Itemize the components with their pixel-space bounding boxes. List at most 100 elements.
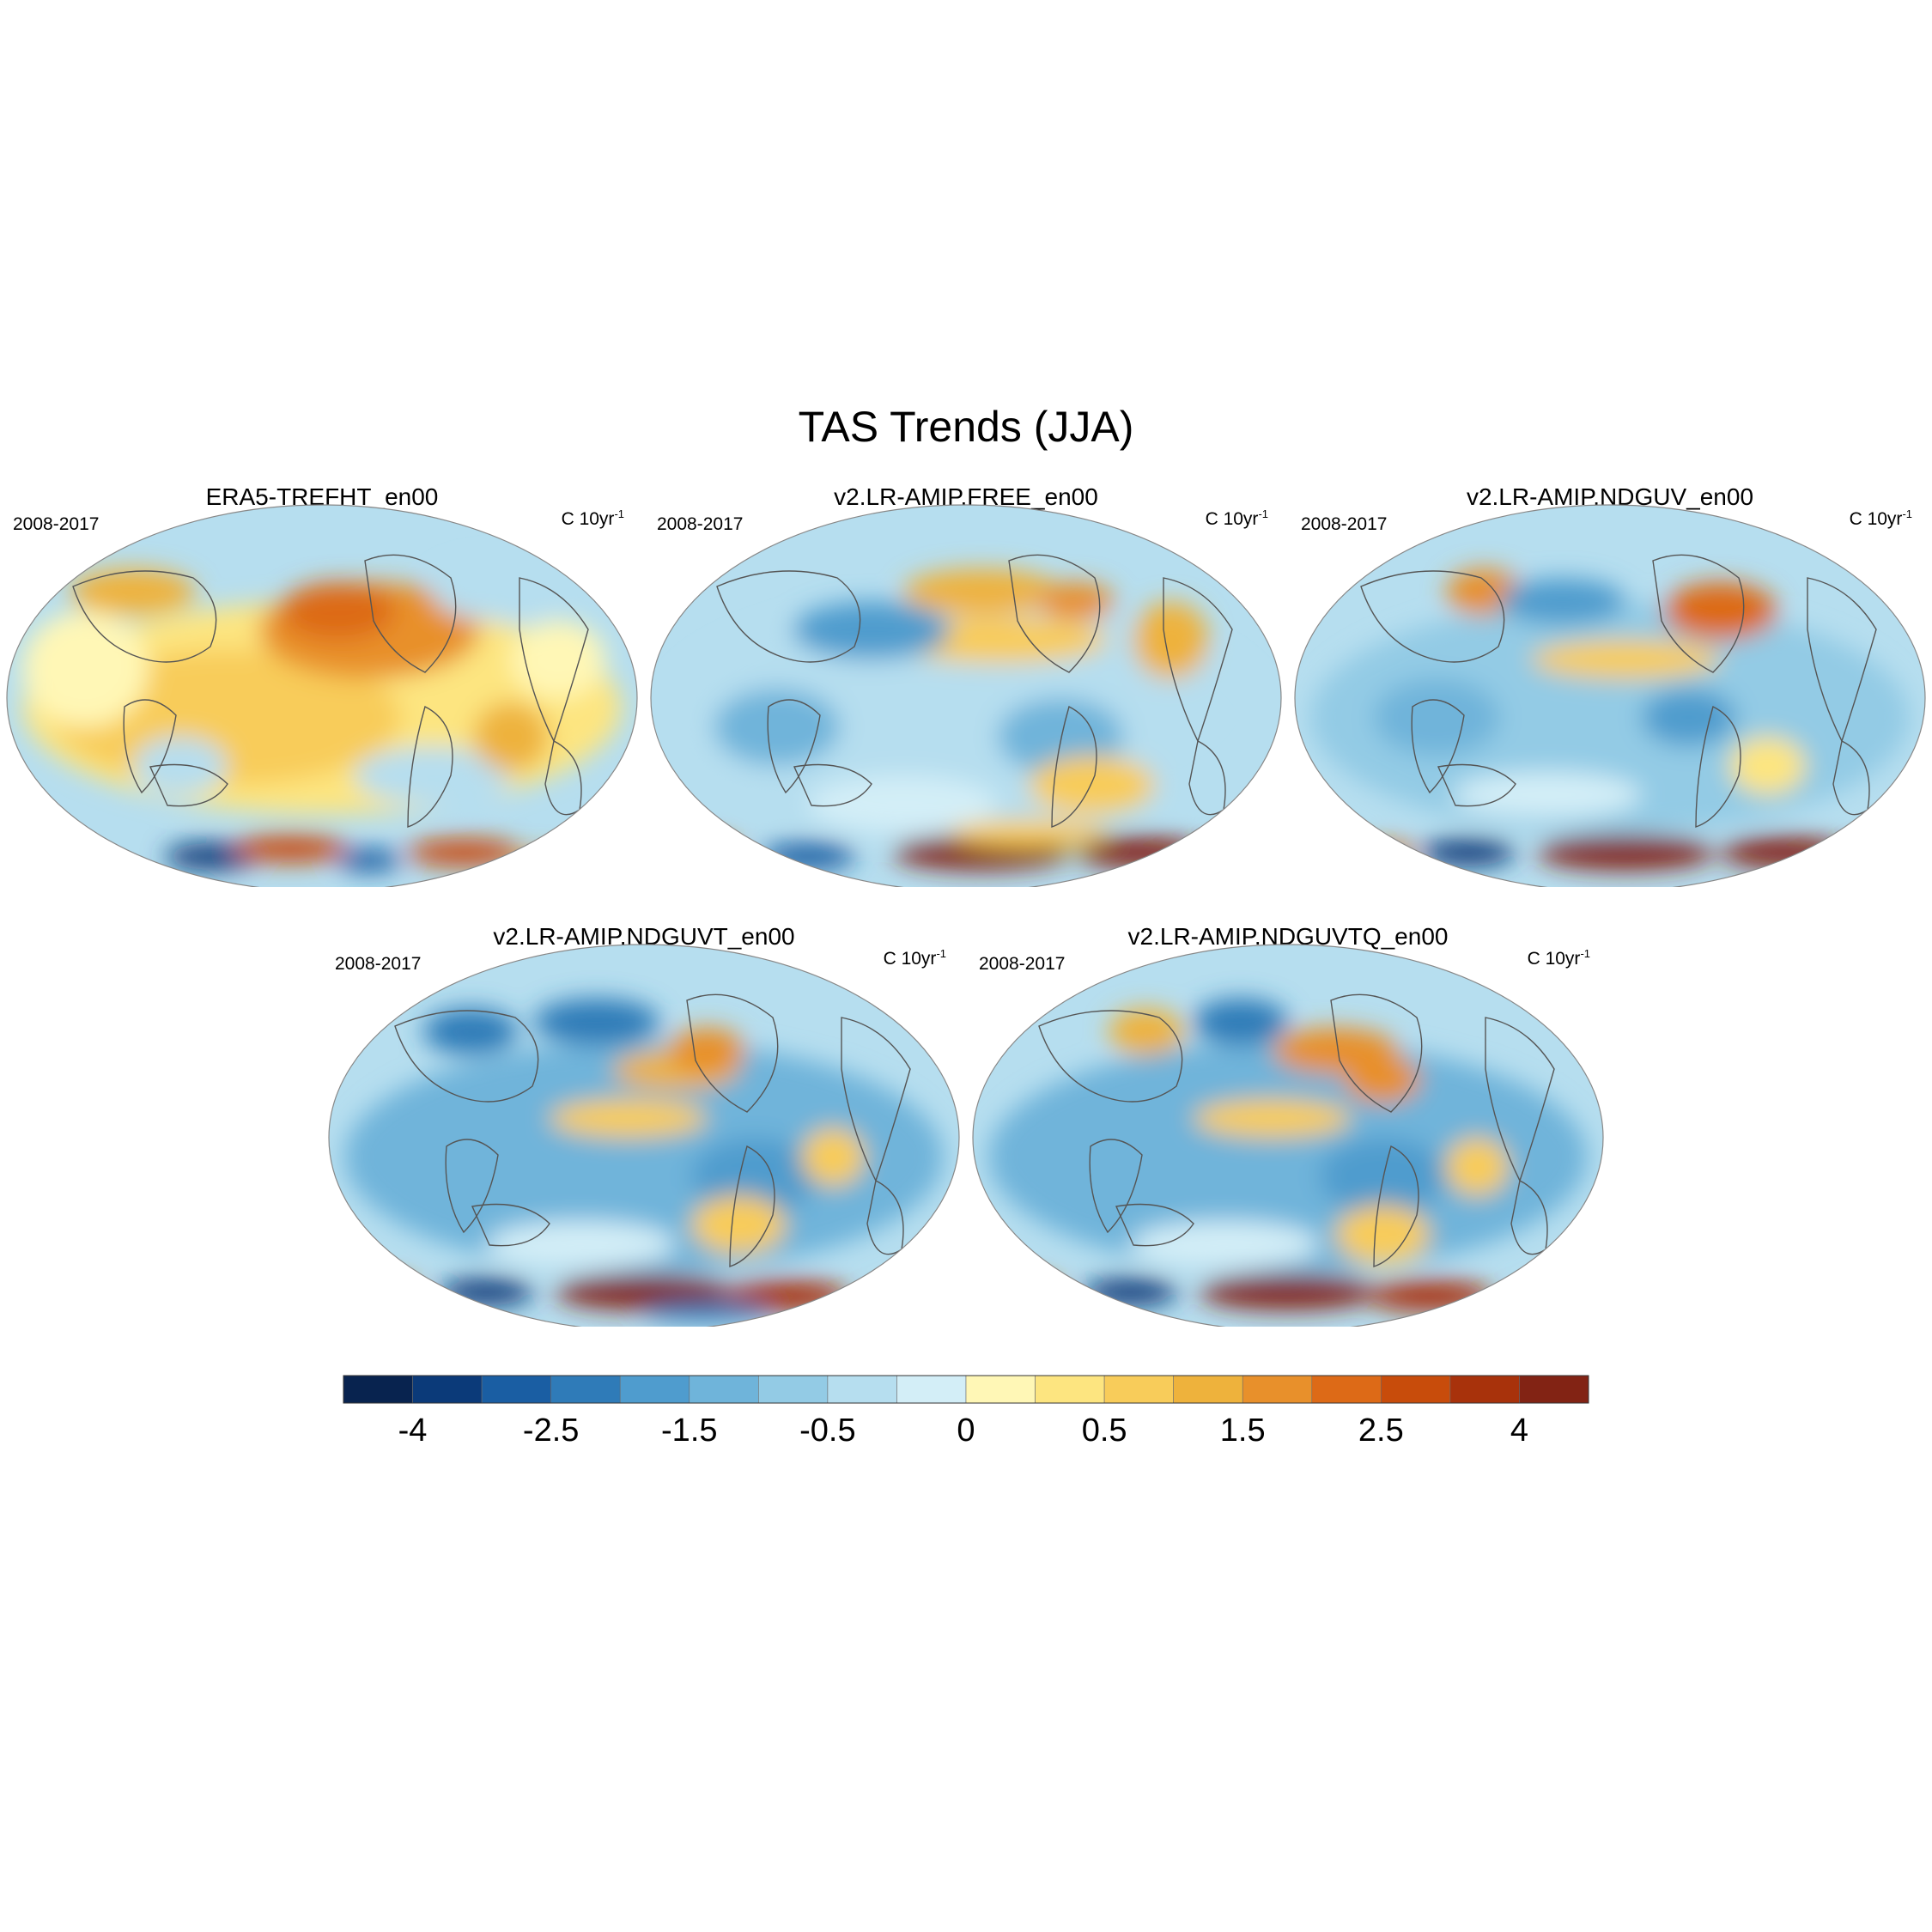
map-panel-era5: ERA5-TREFHT_en00 2008-2017 C 10yr-1: [4, 483, 640, 887]
colorbar-swatch: [827, 1375, 897, 1404]
coastline: [1330, 993, 1423, 1113]
coastline: [1008, 554, 1101, 673]
panel-units-label: C 10yr-1: [1205, 507, 1268, 529]
map-field: [651, 505, 1281, 887]
trend-region: [1133, 601, 1209, 679]
trend-region: [1641, 688, 1736, 747]
panel-period-label: 2008-2017: [979, 954, 1066, 974]
trend-region: [1537, 835, 1715, 871]
trend-region: [1499, 578, 1626, 625]
coastlines: [1038, 993, 1555, 1267]
trend-region: [950, 819, 1109, 848]
trend-map: [650, 504, 1282, 887]
coastline: [123, 699, 177, 794]
trend-region: [1452, 771, 1642, 818]
trend-region: [1130, 1220, 1320, 1267]
coastline: [686, 993, 779, 1113]
colorbar-swatch: [1449, 1375, 1520, 1404]
trend-region: [423, 1008, 519, 1055]
trend-region: [353, 746, 512, 805]
colorbar-swatch: [343, 1375, 413, 1404]
colorbar-tick-label: 2.5: [1358, 1413, 1404, 1449]
coastline: [1485, 1017, 1555, 1182]
coastline: [1411, 699, 1465, 794]
trend-region: [1335, 1205, 1431, 1264]
trend-region: [1200, 1274, 1376, 1310]
coastlines: [1360, 554, 1877, 828]
figure-title: TAS Trends (JJA): [798, 403, 1134, 451]
trend-region: [1373, 678, 1500, 756]
panel-units-label: C 10yr-1: [1849, 507, 1912, 529]
colorbar-tick-label: 0: [957, 1413, 975, 1449]
colorbar-tick-label: 0.5: [1082, 1413, 1127, 1449]
panel-units-label: C 10yr-1: [1527, 947, 1590, 969]
coastline: [445, 1139, 499, 1234]
trend-region: [1445, 1138, 1509, 1196]
panel-period-label: 2008-2017: [1301, 514, 1388, 534]
colorbar-swatch: [1381, 1375, 1451, 1404]
coastlines: [716, 554, 1233, 828]
panel-units-label: C 10yr-1: [883, 947, 946, 969]
colorbar-tick-label: -2.5: [523, 1413, 579, 1449]
colorbar-swatch: [758, 1375, 829, 1404]
trend-map: [1294, 504, 1926, 887]
map-field: [329, 945, 959, 1327]
coastline: [1360, 570, 1505, 663]
trend-region: [902, 568, 1061, 616]
map-border: [6, 504, 638, 887]
coastline: [364, 554, 457, 673]
trend-region: [22, 611, 149, 727]
trend-region: [1038, 582, 1115, 621]
trend-region: [1193, 999, 1288, 1045]
coastline: [716, 570, 861, 663]
trend-region: [1029, 756, 1156, 814]
map-border: [650, 504, 1282, 887]
trend-region: [432, 562, 559, 621]
coastline: [1038, 1010, 1183, 1103]
coastline: [394, 1010, 539, 1103]
colorbar-swatch: [412, 1375, 483, 1404]
trend-region: [1108, 1008, 1184, 1055]
coastline: [519, 577, 589, 743]
coastline: [1089, 1139, 1143, 1234]
trend-region: [511, 621, 606, 698]
trend-region: [337, 848, 401, 872]
panel-period-label: 2008-2017: [657, 514, 744, 534]
colorbar-swatch: [1519, 1375, 1589, 1404]
coastline: [1115, 1203, 1194, 1247]
coastline: [841, 1017, 911, 1182]
map-panel-ndguv: v2.LR-AMIP.NDGUV_en00 2008-2017 C 10yr-1: [1292, 483, 1928, 887]
coastline: [1695, 705, 1741, 828]
trend-region: [691, 1195, 787, 1254]
coastline: [72, 570, 217, 663]
coastline: [407, 705, 453, 828]
map-panel-ndguvtq: v2.LR-AMIP.NDGUVTQ_en00 2008-2017 C 10yr…: [970, 923, 1606, 1327]
coastline: [1652, 554, 1745, 673]
trend-region: [1531, 640, 1721, 679]
coastlines: [394, 993, 911, 1267]
map-border: [1294, 504, 1926, 887]
colorbar-tick-label: 1.5: [1220, 1413, 1266, 1449]
colorbar-tick-label: 4: [1510, 1413, 1528, 1449]
map-panel-ndguvt: v2.LR-AMIP.NDGUVT_en00 2008-2017 C 10yr-…: [326, 923, 962, 1327]
colorbar-swatch: [1311, 1375, 1382, 1404]
map-field: [1295, 505, 1925, 887]
trend-region: [801, 1127, 865, 1187]
trend-region: [1663, 582, 1777, 641]
coastline: [1051, 705, 1097, 828]
trend-region: [549, 1099, 708, 1138]
panel-units-label: C 10yr-1: [561, 507, 624, 529]
trend-region: [281, 582, 395, 641]
colorbar-swatch: [1242, 1375, 1313, 1404]
trend-map: [6, 504, 638, 887]
trend-region: [669, 1027, 745, 1074]
trend-region: [70, 568, 197, 616]
map-border: [328, 944, 960, 1327]
coastline: [793, 763, 872, 807]
map-border: [972, 944, 1604, 1327]
panel-period-label: 2008-2017: [335, 954, 422, 974]
trend-region: [793, 601, 951, 659]
coastline: [767, 699, 821, 794]
coastline: [1373, 1145, 1419, 1267]
colorbar-swatch: [689, 1375, 759, 1404]
